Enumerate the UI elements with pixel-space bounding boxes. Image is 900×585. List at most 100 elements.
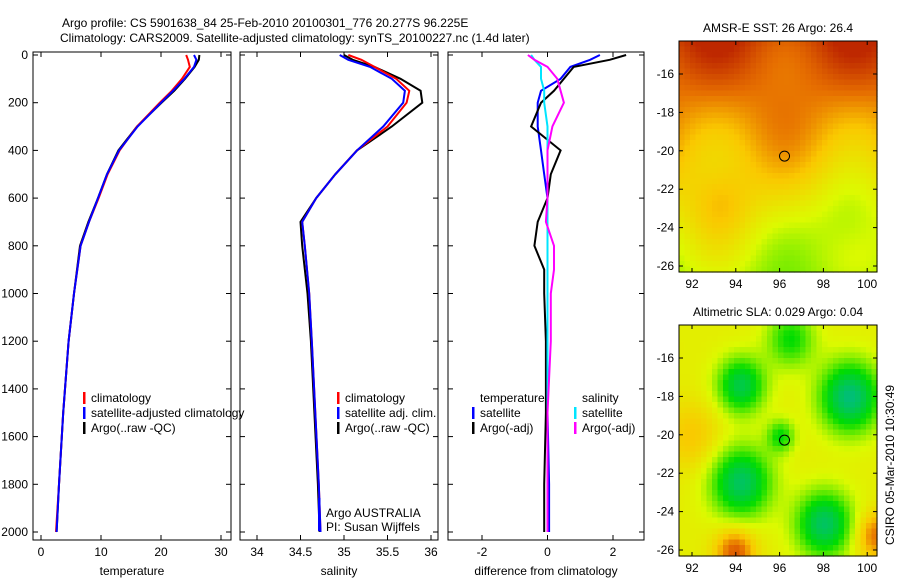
map-cell <box>684 123 691 130</box>
map-cell <box>739 101 746 108</box>
map-cell <box>717 140 724 147</box>
map-cell <box>756 244 763 251</box>
map-cell <box>772 429 779 436</box>
map-cell <box>871 325 878 332</box>
map-cell <box>783 96 790 103</box>
map-cell <box>838 479 845 486</box>
map-title: AMSR-E SST: 26 Argo: 26.4 <box>703 21 853 35</box>
map-cell <box>706 440 713 447</box>
map-cell <box>739 68 746 75</box>
map-cell <box>761 85 768 92</box>
x-tick-label: 36 <box>424 545 438 559</box>
map-cell <box>706 184 713 191</box>
map-cell <box>849 402 856 409</box>
map-cell <box>706 151 713 158</box>
map-cell <box>805 134 812 141</box>
map-cell <box>767 79 774 86</box>
map-cell <box>805 325 812 332</box>
map-cell <box>701 424 708 431</box>
map-cell <box>794 534 801 541</box>
map-cell <box>816 57 823 64</box>
map-cell <box>838 484 845 491</box>
map-cell <box>767 184 774 191</box>
map-cell <box>745 189 752 196</box>
map-cell <box>756 325 763 332</box>
map-cell <box>723 352 730 359</box>
map-cell <box>844 385 851 392</box>
map-cell <box>833 473 840 480</box>
map-cell <box>772 217 779 224</box>
map-cell <box>833 57 840 64</box>
map-cell <box>838 85 845 92</box>
map-cell <box>816 358 823 365</box>
map-cell <box>706 347 713 354</box>
map-cell <box>789 495 796 502</box>
map-cell <box>750 129 757 136</box>
map-cell <box>778 250 785 257</box>
map-cell <box>827 123 834 130</box>
map-cell <box>772 85 779 92</box>
map-cell <box>866 233 873 240</box>
map-cell <box>701 129 708 136</box>
map-cell <box>800 369 807 376</box>
map-cell <box>871 250 878 257</box>
map-cell <box>767 341 774 348</box>
map-cell <box>833 391 840 398</box>
map-cell <box>827 90 834 97</box>
map-cell <box>684 112 691 119</box>
map-cell <box>827 451 834 458</box>
map-cell <box>833 200 840 207</box>
map-cell <box>739 330 746 337</box>
map-cell <box>684 501 691 508</box>
map-cell <box>855 96 862 103</box>
map-cell <box>761 162 768 169</box>
map-cell <box>679 195 686 202</box>
map-cell <box>860 228 867 235</box>
map-cell <box>679 402 686 409</box>
map-cell <box>712 173 719 180</box>
map-cell <box>800 528 807 535</box>
map-cell <box>717 68 724 75</box>
map-cell <box>717 90 724 97</box>
map-cell <box>684 195 691 202</box>
map-cell <box>805 173 812 180</box>
map-cell <box>838 440 845 447</box>
map-cell <box>684 512 691 519</box>
y-tick-label: 800 <box>8 239 28 253</box>
map-cell <box>690 195 697 202</box>
map-cell <box>866 363 873 370</box>
map-cell <box>701 534 708 541</box>
map-cell <box>849 539 856 546</box>
map-cell <box>761 440 768 447</box>
map-cell <box>701 429 708 436</box>
map-cell <box>789 57 796 64</box>
map-cell <box>739 495 746 502</box>
map-cell <box>822 195 829 202</box>
map-cell <box>871 140 878 147</box>
map-cell <box>794 523 801 530</box>
map-cell <box>706 156 713 163</box>
map-cell <box>805 528 812 535</box>
map-cell <box>794 517 801 524</box>
map-cell <box>723 63 730 70</box>
map-cell <box>811 200 818 207</box>
map-cell <box>767 156 774 163</box>
map-cell <box>734 156 741 163</box>
map-cell <box>723 184 730 191</box>
map-cell <box>684 52 691 59</box>
map-cell <box>844 341 851 348</box>
map-cell <box>739 369 746 376</box>
map-cell <box>734 217 741 224</box>
map-cell <box>728 46 735 53</box>
x-tick-label: 98 <box>817 561 831 575</box>
map-cell <box>684 211 691 218</box>
map-cell <box>717 424 724 431</box>
map-cell <box>739 528 746 535</box>
map-cell <box>827 79 834 86</box>
map-cell <box>679 534 686 541</box>
map-cell <box>690 200 697 207</box>
map-cell <box>728 517 735 524</box>
map-cell <box>866 255 873 262</box>
map-cell <box>811 396 818 403</box>
map-cell <box>794 250 801 257</box>
